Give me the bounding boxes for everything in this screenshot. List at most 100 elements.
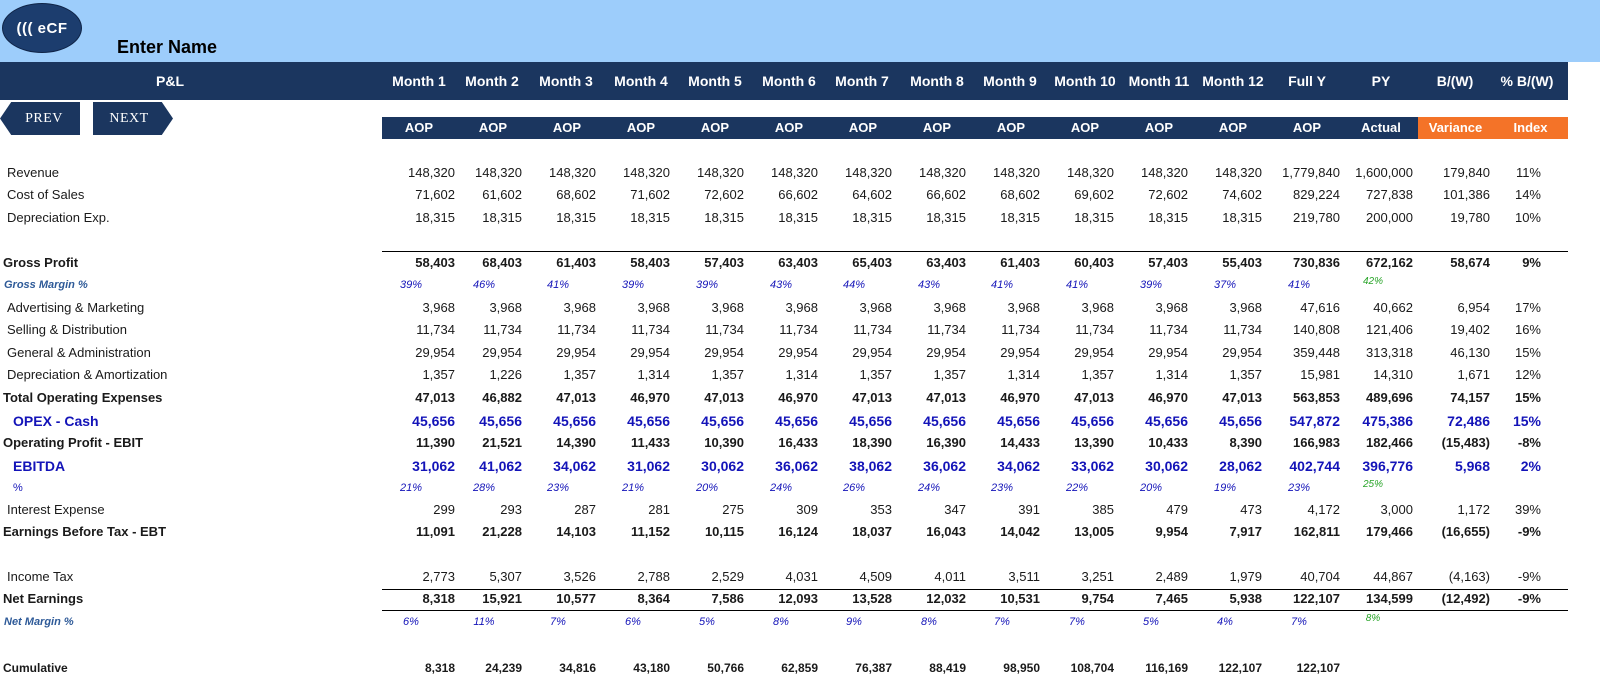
cell-value[interactable]: 11% [473, 616, 495, 628]
cell-value[interactable]: 55,403 [1222, 255, 1262, 270]
cell-value[interactable]: 4,509 [859, 569, 892, 584]
cell-value[interactable]: 23% [1287, 482, 1311, 494]
cell-value[interactable]: 14,042 [1000, 524, 1040, 539]
prev-button[interactable]: PREV [0, 102, 80, 135]
cell-value[interactable]: 30,062 [1145, 458, 1188, 474]
cell-value[interactable]: 71,602 [630, 187, 670, 202]
cell-value[interactable]: 29,954 [556, 345, 596, 360]
cell-value[interactable]: 16% [1514, 322, 1541, 337]
cell-value[interactable]: 6,954 [1457, 300, 1490, 315]
cell-value[interactable]: 64,602 [852, 187, 892, 202]
cell-value[interactable]: 66,602 [926, 187, 966, 202]
cell-value[interactable]: 9,754 [1081, 591, 1114, 606]
cell-value[interactable]: 47,013 [926, 390, 966, 405]
cell-value[interactable]: 58,403 [415, 255, 455, 270]
cell-value[interactable]: 37% [1213, 279, 1237, 291]
cell-value[interactable]: 3,968 [711, 300, 744, 315]
cell-value[interactable]: 42% [1362, 276, 1383, 287]
cell-value[interactable]: 19,402 [1450, 322, 1490, 337]
cell-value[interactable]: 313,318 [1366, 345, 1413, 360]
cell-value[interactable]: 14,310 [1373, 367, 1413, 382]
cell-value[interactable]: 74,602 [1222, 187, 1262, 202]
cell-value[interactable]: 18,315 [556, 210, 596, 225]
cell-value[interactable]: 148,320 [1067, 165, 1114, 180]
cell-value[interactable]: 4,172 [1307, 502, 1340, 517]
cell-value[interactable]: 62,859 [781, 661, 818, 675]
cell-value[interactable]: 15% [1514, 390, 1541, 405]
cell-value[interactable]: 5,938 [1229, 591, 1262, 606]
cell-value[interactable]: 45,656 [923, 413, 966, 429]
cell-value[interactable]: 16,433 [778, 435, 818, 450]
cell-value[interactable]: 121,406 [1366, 322, 1413, 337]
cell-value[interactable]: 30,062 [701, 458, 744, 474]
cell-value[interactable]: 45,656 [553, 413, 596, 429]
cell-value[interactable]: 39% [1514, 502, 1541, 517]
cell-value[interactable]: 34,816 [559, 661, 596, 675]
cell-value[interactable]: 1,226 [489, 367, 522, 382]
cell-value[interactable]: 18,315 [482, 210, 522, 225]
cell-value[interactable]: 46,970 [630, 390, 670, 405]
cell-value[interactable]: 46,970 [1148, 390, 1188, 405]
cell-value[interactable]: 72,486 [1447, 413, 1490, 429]
cell-value[interactable]: 672,162 [1366, 255, 1413, 270]
cell-value[interactable]: 309 [796, 502, 818, 517]
cell-value[interactable]: 479 [1166, 502, 1188, 517]
cell-value[interactable]: 7,917 [1229, 524, 1262, 539]
cell-value[interactable]: 23% [990, 482, 1014, 494]
cell-value[interactable]: 20% [695, 482, 719, 494]
cell-value[interactable]: 21% [399, 482, 423, 494]
cell-value[interactable]: 45,656 [1071, 413, 1114, 429]
cell-value[interactable]: 563,853 [1293, 390, 1340, 405]
cell-value[interactable]: 9,954 [1155, 524, 1188, 539]
cell-value[interactable]: -8% [1517, 435, 1541, 450]
cell-value[interactable]: 41% [990, 279, 1014, 291]
cell-value[interactable]: 24% [917, 482, 941, 494]
cell-value[interactable]: 44% [842, 279, 866, 291]
cell-value[interactable]: 3,968 [859, 300, 892, 315]
cell-value[interactable]: 61,602 [482, 187, 522, 202]
cell-value[interactable]: 14,433 [1000, 435, 1040, 450]
cell-value[interactable]: 1,314 [1007, 367, 1040, 382]
cell-value[interactable]: 140,808 [1293, 322, 1340, 337]
cell-value[interactable]: 2% [1520, 458, 1541, 474]
cell-value[interactable]: 40,704 [1300, 569, 1340, 584]
cell-value[interactable]: 3,968 [1229, 300, 1262, 315]
cell-value[interactable]: 61,403 [1000, 255, 1040, 270]
cell-value[interactable]: 8,364 [637, 591, 670, 606]
cell-value[interactable]: 10% [1514, 210, 1541, 225]
cell-value[interactable]: 50,766 [707, 661, 744, 675]
cell-value[interactable]: 68,602 [556, 187, 596, 202]
cell-value[interactable]: 148,320 [697, 165, 744, 180]
cell-value[interactable]: 3,968 [422, 300, 455, 315]
cell-value[interactable]: 148,320 [993, 165, 1040, 180]
cell-value[interactable]: 60,403 [1074, 255, 1114, 270]
cell-value[interactable]: 29,954 [1000, 345, 1040, 360]
cell-value[interactable]: 3,968 [785, 300, 818, 315]
cell-value[interactable]: 3,251 [1081, 569, 1114, 584]
cell-value[interactable]: 3,511 [1008, 569, 1040, 584]
cell-value[interactable]: 29,954 [704, 345, 744, 360]
company-name[interactable]: Enter Name [117, 37, 218, 57]
cell-value[interactable]: 293 [500, 502, 522, 517]
cell-value[interactable]: 11,734 [416, 322, 455, 337]
cell-value[interactable]: 41% [546, 279, 570, 291]
cell-value[interactable]: 179,840 [1443, 165, 1490, 180]
cell-value[interactable]: 39% [695, 279, 719, 291]
cell-value[interactable]: 3,526 [563, 569, 596, 584]
cell-value[interactable]: 12,032 [926, 591, 966, 606]
cell-value[interactable]: 2,788 [637, 569, 670, 584]
cell-value[interactable]: 402,744 [1289, 458, 1340, 474]
cell-value[interactable]: 29,954 [1148, 345, 1188, 360]
cell-value[interactable]: 3,968 [1007, 300, 1040, 315]
cell-value[interactable]: 45,656 [1219, 413, 1262, 429]
cell-value[interactable]: 7% [1069, 616, 1085, 628]
cell-value[interactable]: 46,130 [1450, 345, 1490, 360]
cell-value[interactable]: 18,315 [415, 210, 455, 225]
cell-value[interactable]: 41% [1065, 279, 1089, 291]
cell-value[interactable]: 29,954 [852, 345, 892, 360]
cell-value[interactable]: 43% [917, 279, 941, 291]
cell-value[interactable]: 6% [625, 616, 641, 628]
cell-value[interactable]: 58,674 [1450, 255, 1490, 270]
cell-value[interactable]: 281 [648, 502, 670, 517]
cell-value[interactable]: 29,954 [415, 345, 455, 360]
